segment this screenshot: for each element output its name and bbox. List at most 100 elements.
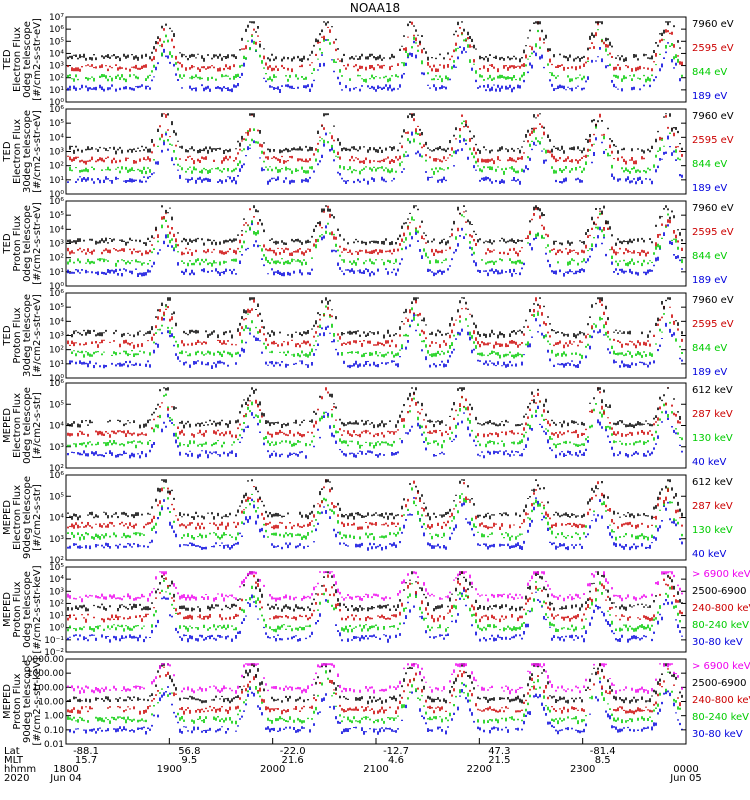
series-trace	[67, 21, 681, 63]
time-axis-value: 8.5	[595, 755, 611, 766]
panel-2: 10⁰ 10¹ 10² 10³ 10⁴ 10⁵ 10⁶ TED Electron Flux 30d…	[2, 105, 734, 200]
y-axis-label: 30deg telescope	[22, 294, 33, 377]
legend-entry: 844 eV	[692, 251, 727, 262]
y-tick-label: 10²	[49, 74, 64, 84]
time-axis-value: 4.6	[388, 755, 404, 766]
time-axis-value: -22.0	[280, 746, 306, 757]
series-trace	[67, 663, 681, 715]
y-tick-label: 10⁶	[49, 105, 64, 115]
y-tick-label: 10⁵	[49, 119, 64, 129]
legend-entry: 844 eV	[692, 159, 727, 170]
legend-entry: 2595 eV	[692, 227, 734, 238]
y-tick-label: 10⁴	[49, 225, 64, 235]
y-tick-label: 10⁵	[49, 37, 64, 47]
data-points	[67, 113, 683, 185]
legend-entry: 40 keV	[692, 457, 726, 468]
y-tick-label: 10⁷	[49, 13, 64, 23]
y-tick-label: 0.10	[44, 726, 64, 736]
series-trace	[67, 212, 683, 267]
time-axis-value: 2000	[260, 764, 285, 775]
legend-entry: 40 keV	[692, 549, 726, 560]
series-trace	[67, 29, 683, 83]
y-axis-label: Proton Flux	[12, 307, 23, 363]
legend-entry: > 6900 keV	[692, 661, 750, 672]
series-trace	[67, 297, 683, 349]
y-axis-label: MEPED	[2, 500, 13, 535]
y-axis-label: [#/cm2-s-str-eV]	[32, 294, 43, 377]
panel-4: 10⁰ 10¹ 10² 10³ 10⁴ 10⁵ 10⁶ TED Proton Flux 30deg…	[2, 289, 734, 384]
y-tick-label: 10¹	[49, 176, 64, 186]
y-tick-label: 10⁰	[49, 374, 64, 384]
y-tick-label: 10⁴	[49, 575, 64, 585]
time-axis-row-label: MLT	[4, 755, 24, 766]
series-trace	[67, 205, 683, 257]
series-trace	[67, 21, 683, 73]
series-trace	[67, 663, 683, 705]
time-axis-value: 2100	[363, 764, 388, 775]
series-trace	[67, 670, 681, 725]
legend-entry: 240-800 keV	[692, 695, 750, 706]
y-axis-label: 0deg telescope	[22, 205, 33, 282]
y-tick-label: 10³	[49, 332, 64, 342]
series-trace	[67, 387, 681, 429]
y-axis-label: 0deg telescope	[22, 571, 33, 648]
y-tick-label: 100.00	[33, 683, 65, 693]
y-tick-label: 10⁵	[49, 563, 64, 573]
time-axis-value: -88.1	[73, 746, 99, 757]
series-trace	[67, 487, 683, 541]
legend-entry: 7960 eV	[692, 19, 734, 30]
series-trace	[67, 571, 683, 612]
legend-entry: 7960 eV	[692, 295, 734, 306]
legend-entry: 2500-6900	[692, 586, 747, 597]
y-tick-label: 1.00	[44, 712, 64, 722]
y-axis-label: TED	[2, 49, 13, 70]
y-tick-label: 10³	[49, 240, 64, 250]
y-tick-label: 10⁴	[49, 133, 64, 143]
legend-entry: 80-240 keV	[692, 712, 749, 723]
y-tick-label: 10²	[49, 464, 64, 474]
series-trace	[67, 497, 683, 551]
y-axis-label: [#/cm2-s-str-keV]	[32, 565, 43, 653]
legend-entry: 844 eV	[692, 67, 727, 78]
series-trace	[67, 131, 683, 185]
legend-entry: 30-80 keV	[692, 637, 743, 648]
y-tick-label: 10⁶	[49, 25, 64, 35]
plot-frame	[65, 200, 687, 287]
y-tick-label: 10¹	[49, 268, 64, 278]
legend-entry: 30-80 keV	[692, 729, 743, 740]
series-trace	[69, 680, 683, 735]
series-trace	[67, 571, 683, 603]
series-trace	[67, 588, 683, 643]
series-trace	[67, 387, 681, 439]
series-trace	[67, 393, 683, 449]
y-tick-label: 10⁶	[49, 289, 64, 299]
panel-6: 10² 10³ 10⁴ 10⁵ 10⁶ MEPED Electron Flux 90deg t…	[2, 471, 733, 566]
legend-entry: 80-240 keV	[692, 620, 749, 631]
legend-entry: 844 eV	[692, 343, 727, 354]
y-axis-label: [#/cm2-s-str-keV]	[32, 657, 43, 745]
series-trace	[67, 479, 683, 530]
y-axis-label: TED	[2, 325, 13, 346]
time-axis-row-label: hhmm	[4, 764, 36, 775]
series-trace	[67, 113, 683, 165]
y-tick-label: 10⁶	[49, 471, 64, 481]
panel-8: 0.01 0.10 1.00 10.00 100.00 1000.00 10000.00 ME…	[2, 655, 750, 750]
y-axis-label: Proton Flux	[12, 673, 23, 729]
y-axis-label: MEPED	[2, 684, 13, 719]
panel-1: 10⁰ 10¹ 10² 10³ 10⁴ 10⁵ 10⁶ 10⁷ TED Electron Flux…	[2, 13, 734, 108]
time-axis-value: -81.4	[590, 746, 616, 757]
y-tick-label: 10⁵	[49, 492, 64, 502]
y-tick-label: 10³	[49, 62, 64, 72]
series-trace	[69, 312, 683, 369]
y-tick-label: 10³	[49, 535, 64, 545]
legend-entry: 2595 eV	[692, 135, 734, 146]
y-axis-label: MEPED	[2, 408, 13, 443]
data-points	[67, 479, 683, 551]
series-trace	[67, 405, 683, 459]
legend-entry: 7960 eV	[692, 203, 734, 214]
y-axis-label: Electron Flux	[12, 27, 23, 92]
series-trace	[67, 579, 681, 633]
y-tick-label: 10³	[49, 148, 64, 158]
y-tick-label: 1000.00	[27, 669, 64, 679]
